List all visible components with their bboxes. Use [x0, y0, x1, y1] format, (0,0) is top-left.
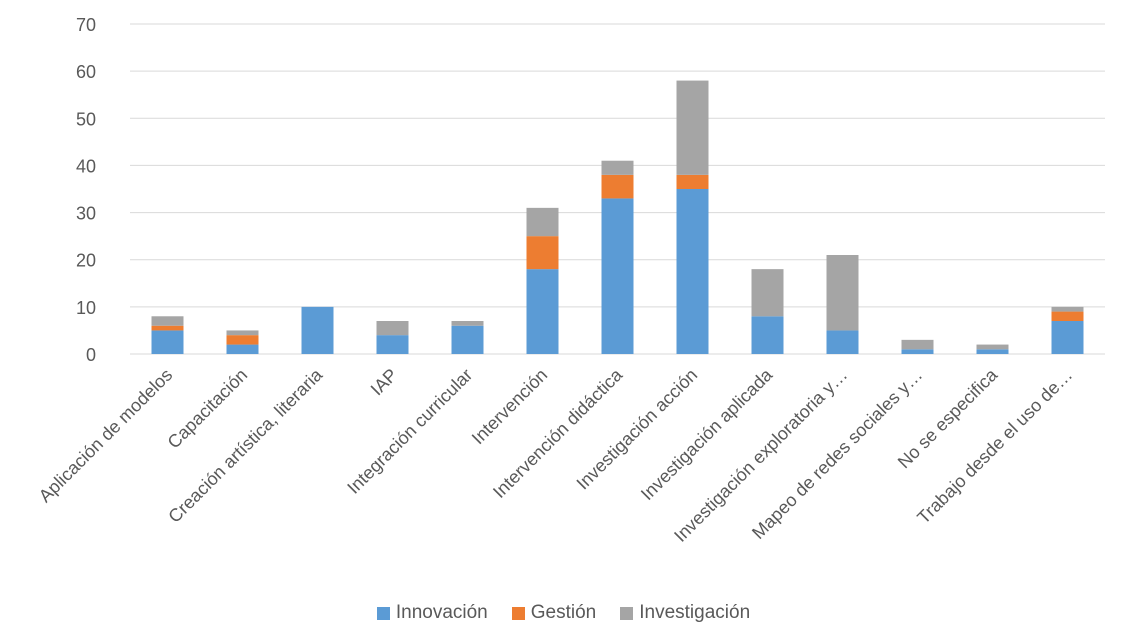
bar-segment: [151, 330, 184, 354]
x-tick-label: Trabajo desde el uso de…: [913, 365, 1076, 528]
bar-segment: [1051, 311, 1084, 321]
legend-item-investigacion: Investigación: [620, 602, 750, 624]
bar-segment: [151, 325, 184, 331]
bar-segment: [676, 80, 709, 175]
y-tick-label: 40: [76, 156, 96, 176]
x-tick-label: Intervención: [468, 365, 551, 448]
x-tick-label: Aplicación de modelos: [35, 365, 176, 506]
bar-segment: [1051, 321, 1084, 354]
y-tick-label: 20: [76, 251, 96, 271]
bar-segment: [301, 306, 334, 354]
legend-item-innovacion: Innovación: [376, 602, 488, 624]
y-tick-label: 70: [76, 15, 96, 35]
bar-segment: [901, 349, 934, 354]
bar-segment: [826, 330, 859, 354]
x-tick-label: IAP: [367, 365, 402, 400]
bar-segment: [676, 174, 709, 189]
x-tick-label: Investigación aplicada: [637, 364, 777, 504]
y-tick-label: 50: [76, 109, 96, 129]
y-tick-label: 0: [86, 345, 96, 365]
x-tick-label: Creación artística, literaria: [164, 364, 327, 527]
bar-segment: [376, 321, 409, 336]
y-tick-label: 10: [76, 298, 96, 318]
bar-segment: [1051, 306, 1084, 312]
legend-label-innovacion: Innovación: [395, 602, 488, 623]
bar-segment: [526, 236, 559, 270]
legend-swatch-gestion: [511, 606, 525, 620]
legend-label-investigacion: Investigación: [639, 602, 751, 623]
bar-segment: [676, 189, 709, 354]
x-tick-label: Intervención didáctica: [489, 364, 627, 502]
bar-segment: [976, 349, 1009, 354]
y-tick-label: 30: [76, 204, 96, 224]
bar-segment: [976, 344, 1009, 350]
legend-swatch-investigacion: [620, 606, 634, 620]
legend: Innovación Gestión Investigación: [0, 602, 1127, 624]
bar-segment: [601, 160, 634, 175]
bar-segment: [526, 207, 559, 237]
bar-segment: [376, 335, 409, 354]
legend-swatch-innovacion: [376, 606, 390, 620]
bar-segment: [226, 330, 259, 336]
bar-segment: [451, 325, 484, 354]
bar-segment: [226, 335, 259, 345]
x-tick-label: Integración curricular: [343, 365, 476, 498]
bar-segment: [451, 321, 484, 326]
legend-label-gestion: Gestión: [530, 602, 597, 623]
bar-segment: [901, 339, 934, 350]
legend-item-gestion: Gestión: [511, 602, 597, 624]
bar-segment: [751, 269, 784, 317]
bar-segment: [751, 316, 784, 354]
y-tick-label: 60: [76, 62, 96, 82]
bar-segment: [151, 316, 184, 326]
bar-segment: [601, 198, 634, 354]
bar-segment: [526, 269, 559, 354]
bar-segment: [601, 174, 634, 199]
bar-segment: [826, 255, 859, 331]
bar-segment: [226, 344, 259, 354]
